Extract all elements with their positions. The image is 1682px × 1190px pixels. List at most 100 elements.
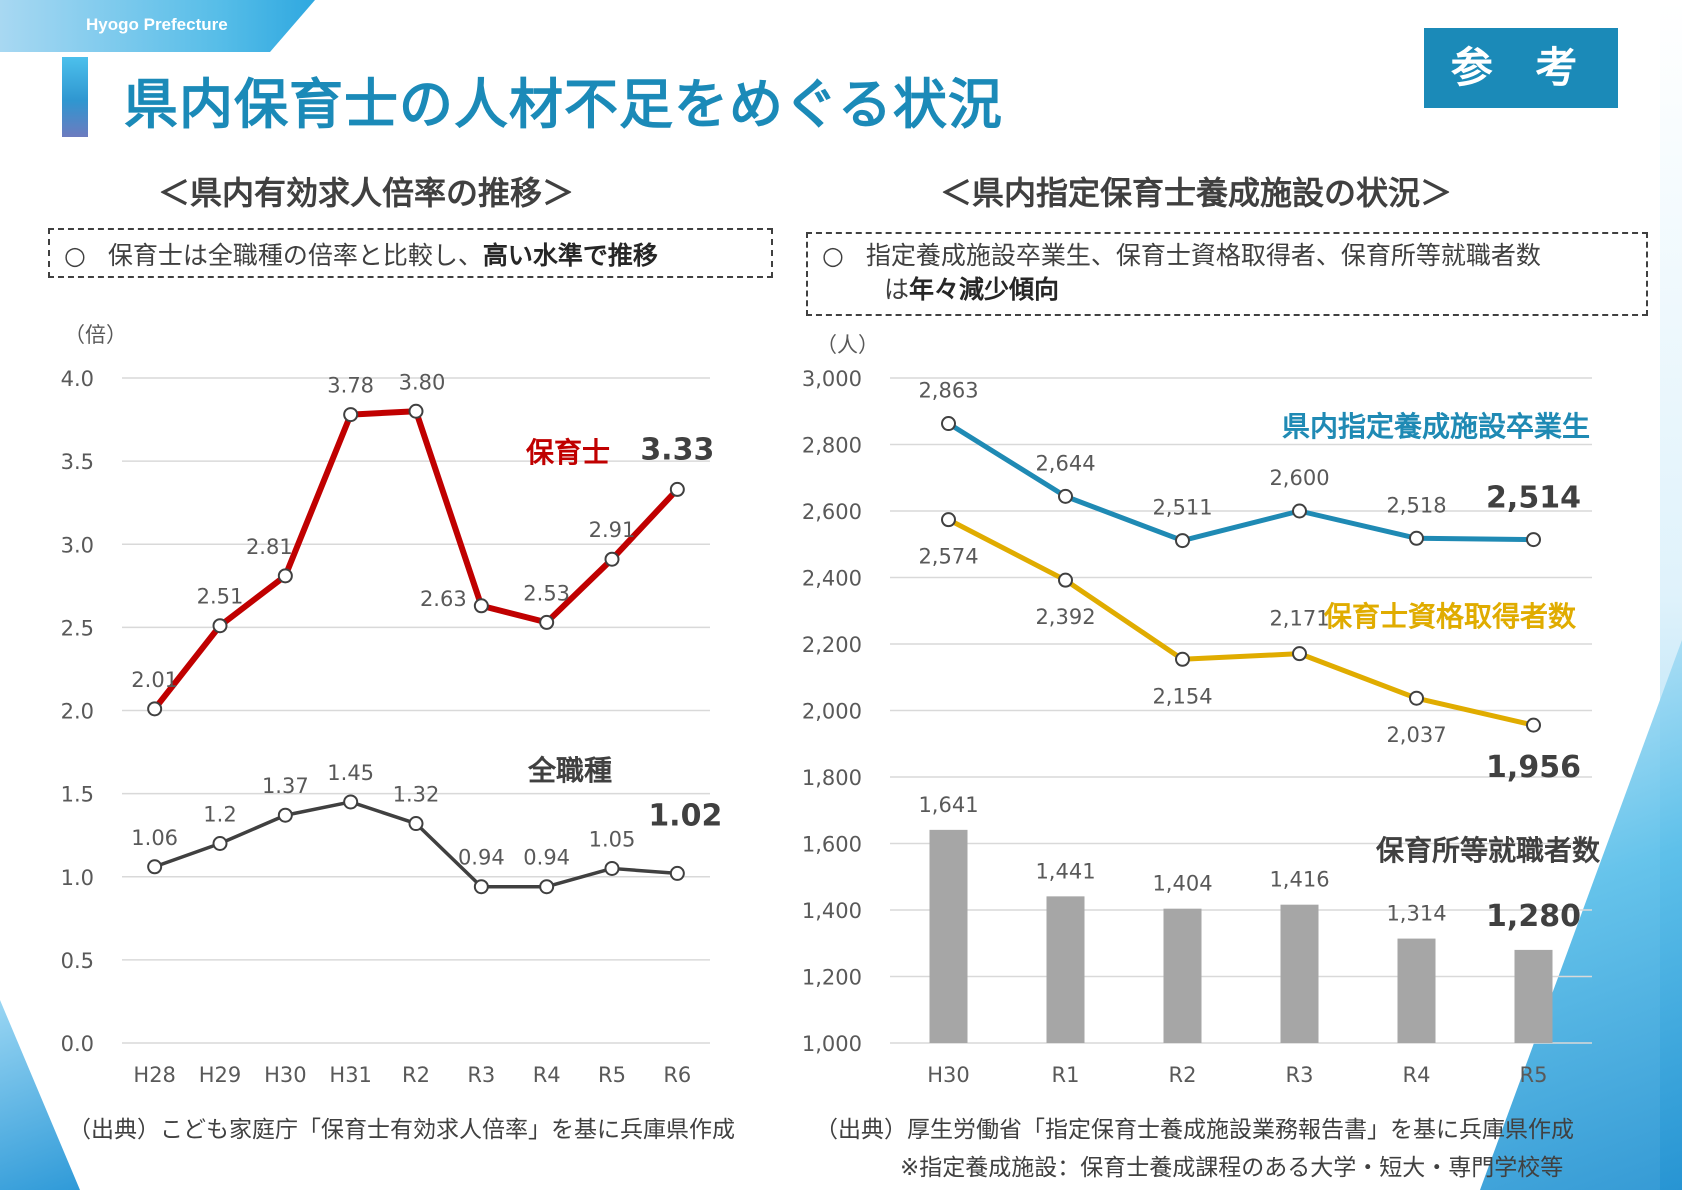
left-point-0 (539, 614, 555, 630)
left-point-0 (212, 618, 228, 634)
right-point-qualified (1526, 717, 1541, 733)
right-y-tick: 1,600 (802, 833, 862, 857)
right-data-label-employed: 1,441 (1035, 859, 1095, 883)
left-point-0 (277, 568, 293, 584)
left-source: （出典）こども家庭庁「保育士有効求人倍率」を基に兵庫県作成 (68, 1117, 735, 1143)
left-y-tick: 3.0 (61, 533, 94, 557)
reference-badge: 参 考 (1424, 28, 1618, 108)
left-x-tick: R3 (467, 1063, 495, 1087)
left-data-label-hoikushi: 2.81 (246, 535, 293, 559)
left-note-bold: 高い水準で推移 (482, 241, 658, 270)
right-series-line-qualified (947, 517, 1535, 728)
left-data-label-hoikushi: 3.80 (399, 370, 446, 394)
right-note-line1: 指定養成施設卒業生、保育士資格取得者、保育所等就職者数 (865, 241, 1541, 270)
right-x-tick: R5 (1520, 1063, 1548, 1087)
page-title: 県内保育士の人材不足をめぐる状況 (124, 73, 1003, 136)
right-data-label-qualified: 1,956 (1486, 750, 1581, 785)
right-x-tick: R4 (1403, 1063, 1431, 1087)
right-y-tick: 1,000 (802, 1032, 862, 1056)
left-y-tick: 2.0 (61, 700, 94, 724)
left-x-tick: R4 (533, 1063, 561, 1087)
right-data-label-qualified: 2,037 (1386, 723, 1446, 747)
right-y-tick: 2,200 (802, 633, 862, 657)
left-chart: （倍） 0.0 0.5 1.0 1.5 2.0 2.5 3.0 3.5 4.0 H28 H29 H30 H… (61, 323, 723, 1087)
right-bar-employed (1046, 896, 1085, 1043)
left-point-1 (539, 879, 555, 895)
left-x-tick: R5 (598, 1063, 626, 1087)
left-data-label-hoikushi: 2.01 (131, 668, 178, 692)
left-data-label-all: 1.2 (203, 803, 236, 827)
left-data-label-hoikushi: 2.91 (589, 518, 636, 542)
right-point-qualified (1409, 690, 1424, 706)
right-point-qualified (1292, 646, 1307, 662)
right-data-label-employed: 1,280 (1486, 899, 1581, 934)
left-x-tick: R2 (402, 1063, 430, 1087)
left-x-tick: H29 (199, 1063, 242, 1087)
right-data-label-graduates: 2,600 (1269, 466, 1329, 490)
right-bar-employed (929, 829, 968, 1043)
right-x-tick: R1 (1052, 1063, 1080, 1087)
left-y-unit: （倍） (64, 323, 127, 347)
left-data-label-all: 0.94 (523, 846, 570, 870)
right-point-qualified (941, 512, 956, 528)
right-series-name-employed: 保育所等就職者数 (1376, 834, 1601, 867)
right-note-box: ○ 指定養成施設卒業生、保育士資格取得者、保育所等就職者数 は年々減少傾向 (806, 232, 1648, 316)
right-data-label-employed: 1,314 (1386, 902, 1446, 926)
left-y-tick: 1.0 (61, 866, 94, 890)
org-name: Hyogo Prefecture (86, 15, 228, 34)
right-x-tick: R2 (1169, 1063, 1197, 1087)
right-y-tick: 2,600 (802, 500, 862, 524)
left-point-0 (147, 701, 163, 717)
left-point-1 (669, 865, 685, 881)
org-banner (0, 0, 315, 52)
left-data-label-hoikushi: 2.51 (197, 585, 244, 609)
left-data-label-all: 1.02 (648, 798, 722, 833)
left-point-1 (473, 879, 489, 895)
right-point-qualified (1058, 572, 1073, 588)
right-series-name-graduates: 県内指定養成施設卒業生 (1282, 410, 1590, 443)
right-data-label-graduates: 2,511 (1152, 496, 1212, 520)
left-point-1 (604, 860, 620, 876)
right-chart: （人） 1,000 1,200 1,400 1,600 1,800 2,000 2,200 2,… (802, 333, 1601, 1087)
left-x-tick: H31 (329, 1063, 372, 1087)
right-note-prefix: は (884, 275, 910, 304)
left-data-label-all: 1.05 (589, 827, 636, 851)
right-footnote: ※指定養成施設：保育士養成課程のある大学・短大・専門学校等 (900, 1155, 1564, 1181)
left-point-1 (343, 794, 359, 810)
right-data-label-qualified: 2,171 (1269, 607, 1329, 631)
right-data-label-graduates: 2,863 (918, 379, 978, 403)
right-data-label-qualified: 2,574 (918, 545, 978, 569)
right-y-tick: 2,400 (802, 567, 862, 591)
right-bar-employed (1514, 949, 1553, 1043)
left-data-label-hoikushi: 3.33 (640, 432, 714, 467)
left-point-1 (277, 807, 293, 823)
right-point-graduates (1409, 530, 1424, 546)
left-note-text: 保育士は全職種の倍率と比較し、 (107, 241, 483, 270)
left-data-label-all: 1.32 (393, 783, 440, 807)
right-data-label-graduates: 2,644 (1035, 451, 1095, 475)
left-y-tick: 3.5 (61, 450, 94, 474)
right-series-name-qualified: 保育士資格取得者数 (1324, 600, 1577, 633)
left-data-label-all: 1.45 (327, 761, 374, 785)
right-data-label-employed: 1,641 (918, 793, 978, 817)
left-data-label-hoikushi: 3.78 (327, 374, 374, 398)
right-y-tick: 2,000 (802, 700, 862, 724)
right-section-title: ＜県内指定保育士養成施設の状況＞ (940, 174, 1453, 212)
right-data-label-graduates: 2,514 (1486, 481, 1581, 516)
left-section-title: ＜県内有効求人倍率の推移＞ (158, 174, 575, 212)
left-data-label-hoikushi: 2.63 (420, 587, 467, 611)
left-point-0 (669, 481, 685, 497)
left-x-tick: H30 (264, 1063, 307, 1087)
right-source: （出典）厚生労働省「指定保育士養成施設業務報告書」を基に兵庫県作成 (815, 1117, 1574, 1143)
left-note-mark: ○ (64, 241, 86, 270)
right-y-tick: 3,000 (802, 367, 862, 391)
left-point-1 (147, 859, 163, 875)
left-data-label-all: 1.06 (131, 826, 178, 850)
right-point-graduates (1526, 532, 1541, 548)
left-data-label-all: 0.94 (458, 846, 505, 870)
left-y-tick: 4.0 (61, 367, 94, 391)
right-series-line-graduates (947, 421, 1534, 544)
right-note-bold: 年々減少傾向 (909, 275, 1060, 304)
right-y-tick: 1,200 (802, 966, 862, 990)
right-bar-employed (1397, 938, 1436, 1043)
